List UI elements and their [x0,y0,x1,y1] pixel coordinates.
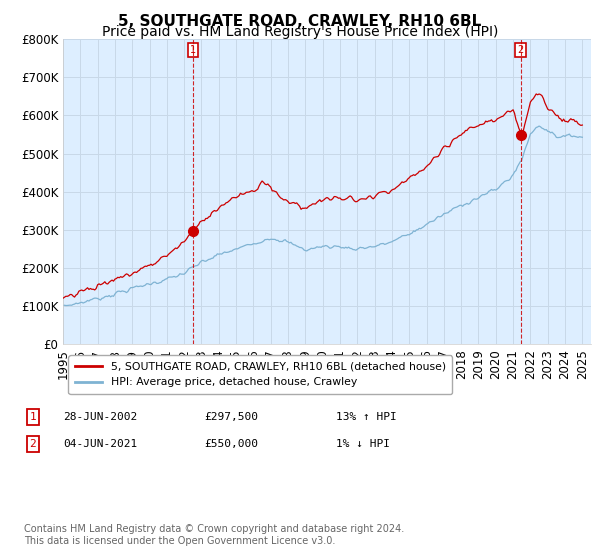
Text: £550,000: £550,000 [204,439,258,449]
Text: Price paid vs. HM Land Registry's House Price Index (HPI): Price paid vs. HM Land Registry's House … [102,25,498,39]
Text: 2: 2 [29,439,37,449]
Text: 1: 1 [29,412,37,422]
Text: 5, SOUTHGATE ROAD, CRAWLEY, RH10 6BL: 5, SOUTHGATE ROAD, CRAWLEY, RH10 6BL [118,14,482,29]
Text: 1: 1 [190,45,196,55]
Text: 28-JUN-2002: 28-JUN-2002 [63,412,137,422]
Text: 04-JUN-2021: 04-JUN-2021 [63,439,137,449]
Text: 13% ↑ HPI: 13% ↑ HPI [336,412,397,422]
Legend: 5, SOUTHGATE ROAD, CRAWLEY, RH10 6BL (detached house), HPI: Average price, detac: 5, SOUTHGATE ROAD, CRAWLEY, RH10 6BL (de… [68,356,452,394]
Text: Contains HM Land Registry data © Crown copyright and database right 2024.
This d: Contains HM Land Registry data © Crown c… [24,524,404,546]
Text: £297,500: £297,500 [204,412,258,422]
Text: 2: 2 [517,45,524,55]
Text: 1% ↓ HPI: 1% ↓ HPI [336,439,390,449]
